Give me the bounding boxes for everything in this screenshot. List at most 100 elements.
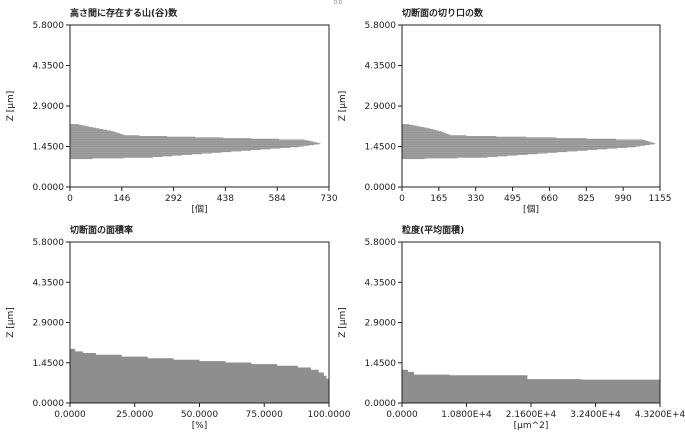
- y-tick-label: 2.9000: [33, 319, 65, 329]
- x-tick-label: 75.0000: [246, 410, 283, 420]
- stray-mark: 0.0: [334, 0, 342, 6]
- histogram-bar-37: [70, 132, 118, 134]
- x-tick-label: 495: [504, 194, 521, 204]
- histogram-bar-49: [70, 124, 79, 125]
- x-tick-label: 4.3200E+4: [635, 410, 685, 420]
- histogram-bar-11: [70, 150, 242, 152]
- histogram-bar-34: [402, 134, 451, 136]
- histogram-bar-9: [402, 152, 558, 153]
- histogram-bar-42: [402, 129, 433, 130]
- histogram-bar-46: [70, 126, 90, 127]
- x-tick-label: 825: [578, 194, 595, 204]
- x-tick-label: 165: [430, 194, 447, 204]
- histogram-bar-3: [70, 156, 163, 157]
- histogram-bar-28: [70, 138, 280, 140]
- histogram-bar-14: [70, 148, 271, 150]
- y-tick-label: 0.0000: [33, 183, 65, 193]
- y-tick-label: 2.9000: [365, 319, 397, 329]
- x-tick-label: 0: [67, 194, 73, 204]
- histogram-bar-40: [70, 130, 111, 132]
- histogram-bar-47: [70, 125, 86, 127]
- x-tick-label: 0: [399, 194, 405, 204]
- x-tick-label: 25.0000: [116, 410, 153, 420]
- y-axis-label: Z [µm]: [6, 91, 16, 122]
- histogram-bar-25: [402, 140, 649, 142]
- histogram-bar-34: [70, 134, 125, 136]
- y-tick-label: 5.8000: [365, 21, 397, 31]
- histogram-bar-23: [402, 142, 654, 144]
- y-tick-label: 2.9000: [33, 102, 65, 112]
- y-tick-label: 5.8000: [365, 238, 397, 248]
- y-axis-label: Z [µm]: [338, 307, 348, 338]
- histogram-bar-2: [402, 156, 488, 158]
- x-tick-label: 584: [269, 194, 286, 204]
- histogram-bar-10: [70, 151, 232, 153]
- histogram-bar-44: [402, 127, 428, 129]
- histogram-bar-4: [70, 155, 173, 157]
- histogram-bar-21: [70, 143, 320, 145]
- histogram-bar-37: [402, 132, 445, 134]
- y-tick-label: 1.4500: [365, 359, 397, 369]
- x-tick-label: 100.0000: [308, 410, 351, 420]
- x-tick-label: 2.1600E+4: [506, 410, 557, 420]
- chart-title: 粒度(平均面積): [402, 224, 464, 236]
- x-tick-label: 330: [467, 194, 484, 204]
- histogram-bar-49: [402, 124, 410, 125]
- histogram-bar-33: [402, 135, 467, 137]
- x-axis-label: [個]: [523, 203, 539, 215]
- histogram-bar-20: [70, 144, 315, 146]
- x-tick-label: 990: [615, 194, 632, 204]
- histogram-bar-2: [70, 156, 153, 158]
- histogram-bar-40: [402, 130, 439, 132]
- x-tick-label: 3.2400E+4: [570, 410, 621, 420]
- chart-panel-top-right: 切断面の切り口の数 0.0000 1.4500 2.9000 4.3500 5.8000 0…: [338, 7, 671, 215]
- y-tick-label: 0.0000: [365, 399, 397, 409]
- x-tick-label: 1155: [649, 194, 672, 204]
- histogram-bar-45: [402, 126, 425, 128]
- histogram-bar-29: [70, 138, 252, 139]
- y-tick-label: 4.3500: [33, 278, 65, 288]
- histogram-bar-10: [402, 151, 568, 153]
- chart-panel-bottom-left: 切断面の面積率 0.0000 1.4500 2.9000 4.3500 5.8000 0.0…: [6, 224, 351, 431]
- histogram-bar-22: [70, 143, 321, 144]
- histogram-bar-17: [402, 146, 636, 148]
- y-tick-label: 1.4500: [365, 143, 397, 153]
- histogram-bar-35: [70, 133, 123, 135]
- x-tick-label: 1.0800E+4: [441, 410, 492, 420]
- histogram-bar-5: [70, 154, 183, 156]
- histogram-bar-43: [402, 128, 431, 130]
- chart-title: 切断面の切り口の数: [402, 7, 484, 19]
- histogram-bar-30: [70, 137, 224, 139]
- histogram-bar-31: [70, 136, 196, 138]
- x-axis-label: [%]: [192, 421, 208, 431]
- y-tick-label: 0.0000: [365, 183, 397, 193]
- histogram-bar-8: [402, 152, 548, 154]
- histogram-bar-16: [70, 147, 291, 148]
- x-tick-label: 438: [217, 194, 234, 204]
- histogram-bar-39: [402, 131, 441, 132]
- histogram-bar-36: [70, 133, 121, 134]
- histogram-bar-23: [70, 142, 318, 144]
- histogram-bar-39: [70, 131, 114, 132]
- chart-panel-bottom-right: 粒度(平均面積) 0.0000 1.4500 2.9000 4.3500 5.8000 0.…: [338, 224, 685, 431]
- chart-title: 高さ間に存在する山(谷)数: [70, 7, 178, 19]
- histogram-bar-38: [402, 131, 443, 133]
- chart-panel-top-left: 高さ間に存在する山(谷)数 0.0000 1.4500 2.9000 4.3500 5.8…: [6, 7, 338, 215]
- histogram-bar-43: [70, 128, 100, 130]
- histogram-bar-46: [402, 126, 421, 127]
- histogram-bar-24: [70, 141, 314, 143]
- histogram-bar-35: [402, 133, 449, 135]
- y-tick-label: 4.3500: [33, 62, 65, 72]
- y-tick-label: 1.4500: [33, 359, 65, 369]
- histogram-bar-36: [402, 133, 447, 134]
- x-tick-label: 730: [320, 194, 337, 204]
- x-tick-label: 0.0000: [386, 410, 418, 420]
- histogram-bar-6: [70, 154, 193, 155]
- histogram-bar-26: [70, 140, 308, 141]
- y-axis-label: Z [µm]: [6, 307, 16, 338]
- histogram-bar-12: [402, 149, 588, 151]
- histogram-bar-19: [402, 145, 646, 146]
- histogram-bar-21: [402, 143, 655, 145]
- histogram-bar-32: [402, 136, 497, 137]
- histogram-bar-17: [70, 146, 299, 148]
